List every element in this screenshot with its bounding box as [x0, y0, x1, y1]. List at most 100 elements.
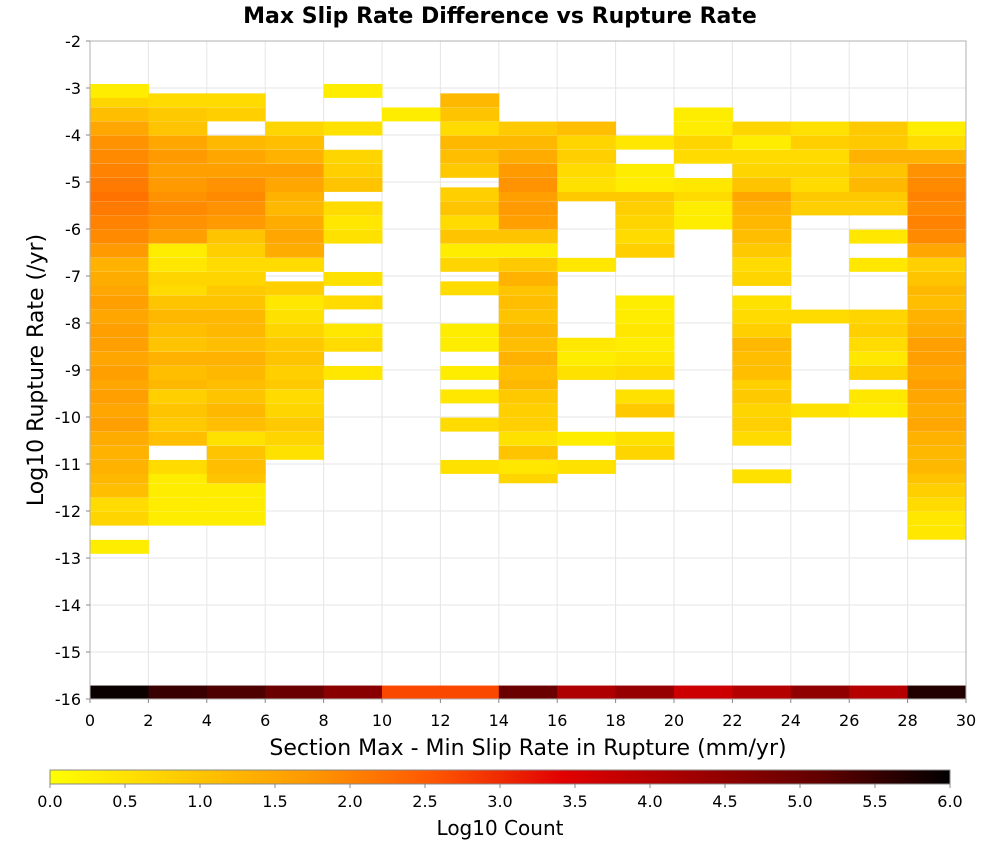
heatmap-cell — [148, 107, 208, 122]
heatmap-cell — [557, 257, 617, 272]
heatmap-cell — [206, 431, 266, 446]
heatmap-cell — [206, 389, 266, 404]
heatmap-cell — [206, 243, 266, 258]
heatmap-cell — [498, 177, 558, 192]
y-tick-label: -11 — [55, 455, 81, 474]
heatmap-cell — [323, 365, 383, 380]
heatmap-cell — [148, 389, 208, 404]
y-tick-label: -6 — [65, 220, 81, 239]
heatmap-cell — [265, 229, 325, 244]
heatmap-cell — [849, 201, 909, 216]
heatmap-cell — [148, 351, 208, 366]
heatmap-cell — [907, 309, 967, 324]
colorbar-tick-label: 4.0 — [637, 792, 662, 811]
heatmap-cells — [90, 83, 967, 700]
heatmap-cell — [732, 417, 792, 432]
x-tick-label: 4 — [202, 711, 212, 730]
heatmap-cell — [440, 389, 500, 404]
heatmap-cell — [265, 177, 325, 192]
heatmap-cell — [790, 121, 850, 136]
heatmap-cell — [323, 177, 383, 192]
heatmap-cell — [732, 337, 792, 352]
heatmap-cell — [90, 511, 149, 526]
heatmap-cell — [90, 271, 149, 286]
heatmap-cell — [90, 685, 149, 700]
heatmap-cell — [265, 323, 325, 338]
heatmap-cell — [557, 135, 617, 150]
heatmap-cell — [557, 337, 617, 352]
heatmap-cell — [849, 163, 909, 178]
heatmap-cell — [907, 215, 967, 230]
heatmap-cell — [674, 121, 733, 136]
heatmap-cell — [615, 403, 675, 418]
heatmap-cell — [907, 149, 967, 164]
heatmap-cell — [615, 215, 675, 230]
heatmap-cell — [440, 187, 500, 202]
heatmap-cell — [849, 229, 909, 244]
heatmap-cell — [790, 177, 850, 192]
heatmap-cell — [206, 295, 266, 310]
heatmap-cell — [206, 309, 266, 324]
colorbar-tick-label: 0.0 — [37, 792, 62, 811]
heatmap-cell — [148, 403, 208, 418]
heatmap-cell — [206, 93, 266, 108]
y-tick-label: -10 — [55, 408, 81, 427]
heatmap-cell — [265, 309, 325, 324]
heatmap-cell — [382, 685, 441, 700]
heatmap-cell — [849, 351, 909, 366]
heatmap-cell — [206, 135, 266, 150]
colorbar-label: Log10 Count — [437, 816, 564, 840]
heatmap-cell — [907, 323, 967, 338]
heatmap-cell — [206, 365, 266, 380]
heatmap-cell — [907, 257, 967, 272]
heatmap-cell — [849, 685, 909, 700]
heatmap-cell — [498, 337, 558, 352]
heatmap-cell — [148, 271, 208, 286]
y-axis-label: Log10 Rupture Rate (/yr) — [24, 234, 49, 506]
heatmap-cell — [206, 257, 266, 272]
x-tick-label: 28 — [897, 711, 917, 730]
x-tick-label: 2 — [143, 711, 153, 730]
colorbar-tick-label: 3.0 — [487, 792, 512, 811]
x-tick-label: 6 — [260, 711, 270, 730]
heatmap-cell — [265, 403, 325, 418]
heatmap-cell — [265, 351, 325, 366]
heatmap-cell — [907, 295, 967, 310]
heatmap-cell — [90, 215, 149, 230]
heatmap-cell — [615, 243, 675, 258]
heatmap-cell — [206, 351, 266, 366]
heatmap-cell — [265, 149, 325, 164]
heatmap-cell — [323, 685, 383, 700]
heatmap-cell — [265, 121, 325, 136]
heatmap-cell — [615, 177, 675, 192]
heatmap-cell — [440, 365, 500, 380]
heatmap-cell — [440, 243, 500, 258]
y-tick-label: -9 — [65, 361, 81, 380]
x-tick-label: 22 — [722, 711, 742, 730]
x-tick-label: 12 — [430, 711, 450, 730]
heatmap-cell — [440, 417, 500, 432]
heatmap-cell — [90, 229, 149, 244]
heatmap-cell — [265, 445, 325, 460]
x-axis-label: Section Max - Min Slip Rate in Rupture (… — [269, 736, 786, 761]
heatmap-cell — [148, 149, 208, 164]
heatmap-cell — [90, 257, 149, 272]
heatmap-cell — [148, 483, 208, 498]
heatmap-cell — [732, 135, 792, 150]
heatmap-cell — [440, 93, 500, 108]
heatmap-cell — [849, 257, 909, 272]
x-tick-label: 30 — [956, 711, 976, 730]
y-tick-label: -14 — [55, 596, 81, 615]
heatmap-cell — [440, 685, 500, 700]
heatmap-cell — [498, 389, 558, 404]
heatmap-cell — [206, 337, 266, 352]
heatmap-cell — [206, 323, 266, 338]
heatmap-cell — [90, 323, 149, 338]
colorbar-tick-label: 5.0 — [787, 792, 812, 811]
heatmap-cell — [498, 149, 558, 164]
heatmap-cell — [615, 445, 675, 460]
heatmap-cell — [90, 243, 149, 258]
heatmap-cell — [498, 365, 558, 380]
heatmap-cell — [615, 323, 675, 338]
